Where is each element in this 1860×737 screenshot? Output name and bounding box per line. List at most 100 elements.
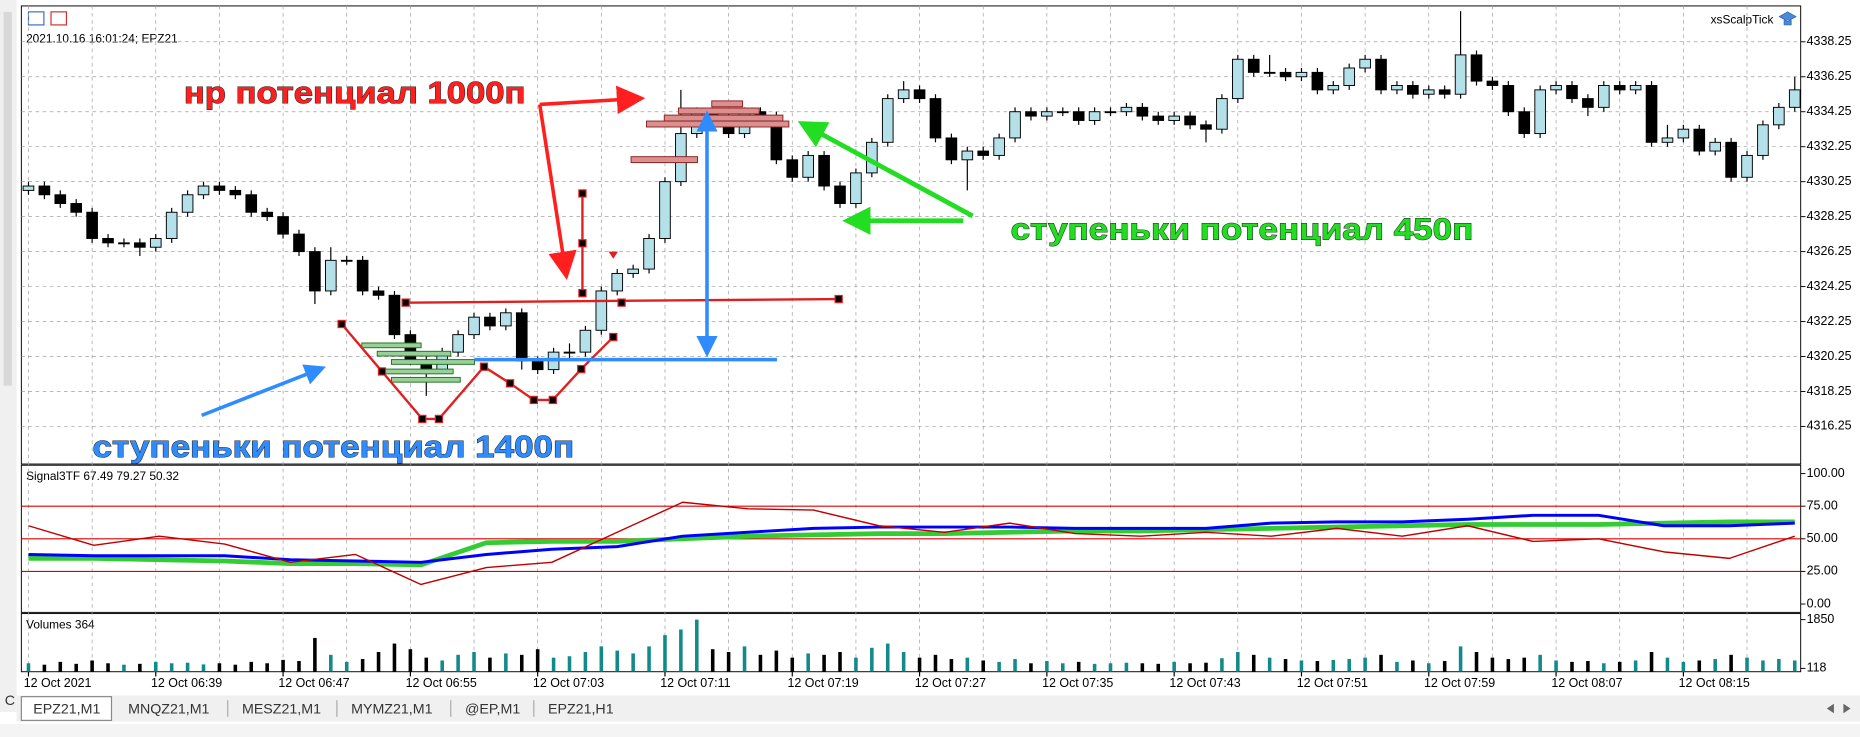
x-tick-label: 12 Oct 08:15: [1679, 676, 1750, 690]
y-tick-label: 4338.25: [1807, 34, 1852, 48]
candle-body: [945, 137, 958, 161]
candle-body: [245, 194, 258, 213]
candle-body: [38, 185, 51, 196]
candle-body: [1773, 106, 1785, 126]
candle-body: [595, 290, 608, 331]
red-levels: [630, 100, 790, 164]
candle-body: [1279, 71, 1292, 78]
candle-body: [309, 251, 321, 292]
candle-body: [579, 329, 592, 353]
candle-body: [1216, 98, 1228, 130]
volume-bar: [1267, 657, 1272, 672]
candle-body: [1247, 58, 1260, 73]
icon: [50, 11, 68, 26]
candle-body: [181, 194, 194, 213]
active-tab[interactable]: [20, 696, 113, 721]
volume-bar: [1108, 663, 1113, 672]
candle-body: [1200, 124, 1212, 130]
volume-bar: [567, 656, 572, 672]
candle-body: [913, 89, 926, 100]
volume-bar: [1124, 662, 1129, 672]
volume-bar: [949, 659, 954, 672]
volume-bar: [1395, 661, 1399, 672]
candle-body: [1422, 89, 1435, 95]
volume-bar: [1236, 652, 1240, 672]
candle-body: [1550, 85, 1562, 91]
candle-body: [229, 189, 242, 196]
x-tick-label: 12 Oct 07:35: [1042, 676, 1113, 690]
tab[interactable]: MNQZ21,M1: [128, 701, 209, 717]
volume-bar: [1045, 661, 1049, 672]
candle-body: [484, 316, 496, 327]
annotation: ступеньки потенциал 1400п: [93, 429, 575, 464]
candle-body: [1693, 128, 1706, 152]
annotation: нр потенциал 1000п: [184, 75, 526, 110]
blue-arrow: [201, 364, 326, 418]
volume-bar: [122, 664, 126, 672]
candle-body: [1232, 58, 1244, 100]
volume-bar: [1363, 657, 1367, 672]
x-tick-label: 12 Oct 06:47: [278, 676, 349, 690]
price-pane: [20, 5, 1802, 465]
volume-pane: [20, 613, 1802, 673]
volume-bar: [392, 643, 397, 672]
volume-bar: [742, 646, 747, 672]
y-tick-label: 50.00: [1807, 531, 1838, 545]
candle-body: [1311, 71, 1324, 91]
volume-bar: [1029, 663, 1033, 672]
tab[interactable]: MESZ21,M1: [242, 701, 321, 717]
volume-bar: [281, 659, 285, 672]
candle-body: [1534, 89, 1546, 135]
volume-bar: [1570, 661, 1574, 672]
candle-body: [1136, 106, 1149, 117]
y-tick-label: 4316.25: [1807, 419, 1852, 433]
plot-layer: 12 Oct 2021 12 Oct 06:39 12 Oct 06:47 12 Oc…: [21, 5, 1852, 690]
candle-body: [1502, 85, 1515, 113]
candle-body: [531, 360, 544, 371]
x-tick-label: 12 Oct 07:11: [660, 676, 730, 690]
volume-title: Volumes 364: [26, 618, 95, 632]
volume-bar: [1251, 654, 1256, 672]
candle-body: [1041, 111, 1053, 117]
volume-bar: [249, 661, 254, 672]
candle-body: [1327, 85, 1340, 91]
x-tick-label: 12 Oct 2021: [24, 676, 92, 690]
candle-body: [1056, 111, 1069, 114]
volume-bar: [917, 657, 922, 672]
volume-bar: [1713, 659, 1717, 672]
candle-body: [165, 211, 178, 239]
candle-body: [1120, 106, 1133, 113]
volume-bar: [933, 654, 938, 672]
tab[interactable]: EPZ21,H1: [548, 701, 614, 717]
x-tick-label: 12 Oct 07:27: [915, 676, 986, 690]
y-tick-label: 4332.25: [1807, 139, 1852, 153]
volume-bar: [679, 629, 683, 672]
volume-bar: [1061, 663, 1065, 672]
volume-bar: [376, 652, 381, 672]
volume-bar: [599, 646, 604, 672]
volume-bar: [424, 657, 429, 672]
volume-bar: [631, 653, 635, 672]
candle-body: [611, 272, 624, 292]
green-arrow: [797, 121, 974, 219]
candle-body: [929, 98, 942, 139]
candle-body: [1645, 85, 1658, 143]
volume-bar: [1697, 660, 1702, 672]
tab[interactable]: EPZ21,M1: [33, 701, 100, 717]
tab-strip: [16, 695, 1860, 722]
candle-body: [1295, 71, 1308, 78]
tab[interactable]: @EP,M1: [465, 701, 520, 717]
volume-bar: [26, 663, 31, 672]
x-tick-label: 12 Oct 06:39: [151, 676, 222, 690]
volume-bar: [153, 661, 158, 672]
candle-body: [1518, 111, 1531, 135]
candle-body: [802, 154, 814, 178]
volume-bar: [1538, 654, 1542, 672]
tab[interactable]: MYMZ21,M1: [351, 701, 432, 717]
volume-bar: [885, 643, 890, 672]
y-tick-label: 4336.25: [1807, 69, 1852, 83]
volume-bar: [1458, 646, 1463, 672]
scroll-arrows[interactable]: [1826, 703, 1851, 714]
candle-body: [1088, 111, 1101, 121]
